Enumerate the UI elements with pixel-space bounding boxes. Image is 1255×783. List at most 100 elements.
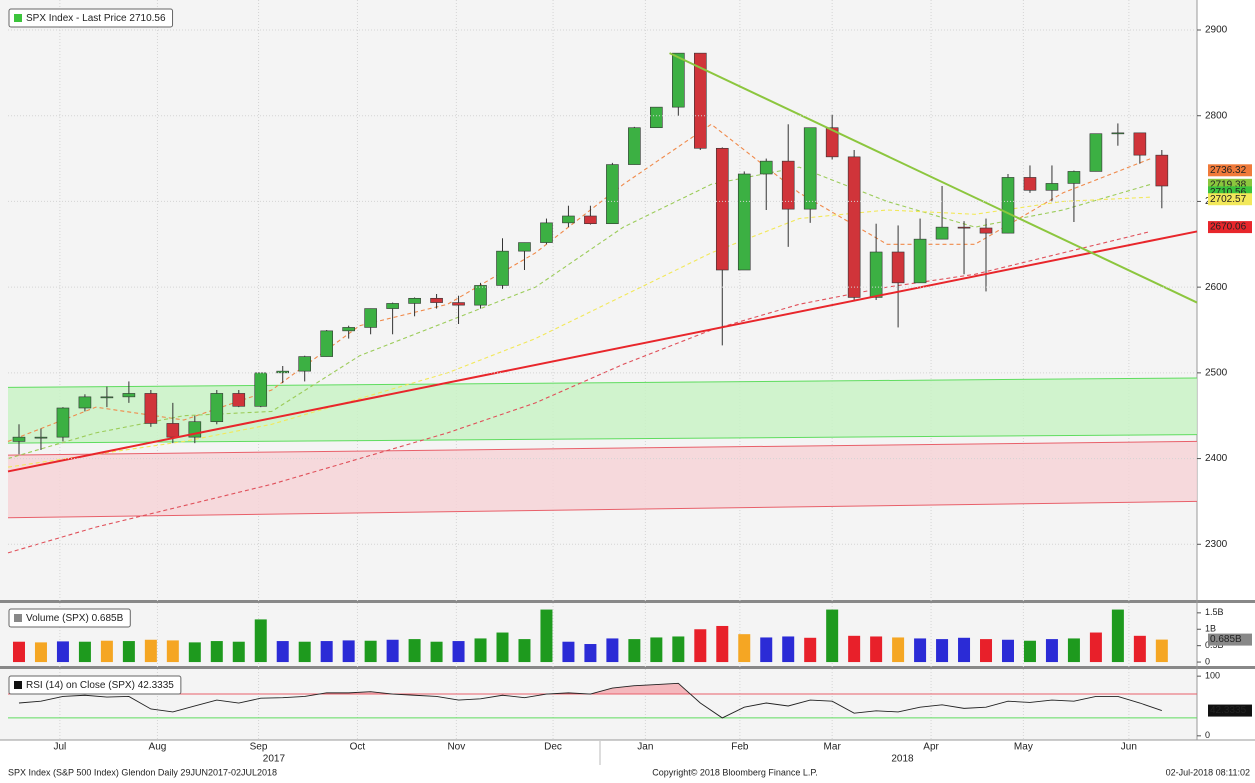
candle-body [342, 327, 355, 332]
volume-bar [892, 637, 905, 663]
channel-line [7, 434, 1198, 444]
candle-body [584, 215, 597, 225]
legend-swatch [14, 681, 22, 689]
x-tick-label: Sep [250, 742, 268, 753]
x-tick-label: Mar [824, 742, 842, 753]
volume-bar [452, 641, 465, 663]
volume-bar [122, 641, 135, 663]
volume-bar [518, 639, 531, 663]
y-tick-label: 2600 [1205, 282, 1228, 293]
volume-bar [804, 637, 817, 663]
y-tick-label: 2400 [1205, 453, 1228, 464]
legend-text: RSI (14) on Close (SPX) 42.3335 [26, 680, 174, 691]
candle-body [452, 302, 465, 306]
volume-bar [650, 637, 663, 663]
trend-line [7, 230, 1198, 473]
candle-body [825, 127, 839, 158]
volume-bar [1133, 635, 1146, 663]
divider [0, 600, 1255, 603]
candle-body [364, 308, 377, 328]
legend-box [8, 608, 131, 628]
volume-bar [936, 639, 949, 663]
candle-body [847, 156, 861, 298]
candle-body [715, 147, 729, 271]
candle-body [913, 238, 927, 284]
year-label: 2017 [263, 754, 286, 765]
price-tag: 2719.38 [1210, 179, 1247, 190]
moving-average [7, 196, 1151, 468]
y-tick-label: 2800 [1205, 110, 1228, 121]
trend-line [669, 52, 1198, 304]
rsi-line [18, 682, 1162, 719]
volume-bar [408, 639, 421, 663]
candle-body [254, 372, 268, 407]
volume-bar [826, 609, 839, 663]
candle-body [320, 330, 333, 357]
candle-body [518, 242, 531, 252]
volume-bar [672, 636, 685, 663]
last-rsi-tag: 42.3335 [1210, 705, 1247, 716]
volume-bar [496, 632, 509, 663]
candle-body [869, 251, 883, 298]
price-tag: 2736.32 [1210, 165, 1247, 176]
volume-bar [1111, 609, 1124, 663]
y-tick-label: 1B [1205, 624, 1216, 634]
channel-line [7, 440, 1198, 456]
volume-bar [364, 640, 377, 663]
y-tick-label: 1.5B [1205, 607, 1224, 617]
price-tag: 2702.57 [1210, 194, 1247, 205]
volume-bar [210, 641, 223, 663]
legend-box [8, 675, 182, 695]
candle-body [737, 173, 751, 271]
candle-body [298, 356, 312, 372]
candle-body [957, 226, 971, 229]
volume-bar [1067, 638, 1080, 663]
candle-body [891, 251, 905, 284]
candle-body [694, 52, 707, 149]
volume-bar [386, 639, 399, 663]
volume-bar [760, 637, 773, 663]
volume-bar [958, 637, 971, 663]
volume-bar [1001, 639, 1014, 663]
x-tick-label: Apr [923, 742, 939, 753]
price-tag: 2670.06 [1210, 222, 1247, 233]
volume-bar [1155, 639, 1168, 663]
x-tick-label: Feb [731, 742, 749, 753]
volume-bar [56, 641, 69, 663]
channel-line [7, 500, 1198, 519]
x-tick-label: Jun [1121, 742, 1137, 753]
candle-body [562, 215, 575, 224]
volume-bar [298, 641, 311, 663]
footer-left: SPX Index (S&P 500 Index) Glendon Daily … [8, 767, 277, 777]
volume-bar [1089, 632, 1102, 663]
legend-text: Volume (SPX) 0.685B [26, 613, 124, 624]
volume-bar [716, 625, 729, 663]
volume-bar [276, 641, 289, 663]
x-tick-label: Nov [447, 742, 465, 753]
footer-center: Copyright© 2018 Bloomberg Finance L.P. [652, 767, 818, 777]
legend: RSI (14) on Close (SPX) 42.3335 [8, 675, 182, 695]
year-label: 2018 [891, 754, 914, 765]
channel-band [8, 441, 1197, 518]
volume-bar [34, 642, 47, 663]
volume-bar [606, 638, 619, 663]
price-tag-bg [1208, 193, 1252, 206]
y-tick-label: 2500 [1205, 367, 1228, 378]
volume-bar [188, 642, 201, 663]
candle-body [232, 393, 246, 407]
volume-bar [144, 639, 157, 663]
candle-body [144, 393, 158, 424]
candle-body [386, 303, 399, 309]
candle-body [1067, 171, 1081, 184]
candle-body [408, 297, 421, 304]
y-tick-label: 0 [1205, 656, 1210, 666]
volume-bar [1045, 639, 1058, 663]
candle-body [12, 436, 26, 442]
legend-swatch [14, 614, 22, 622]
volume-bar [430, 641, 443, 663]
volume-bar [628, 639, 641, 663]
price-tag-bg [1208, 164, 1252, 177]
x-tick-label: Aug [149, 742, 167, 753]
